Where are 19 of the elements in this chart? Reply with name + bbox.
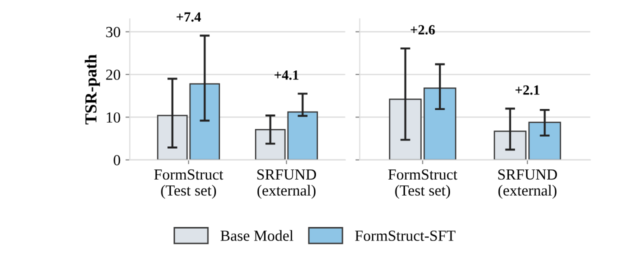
- x-tick-label: SRFUND (external): [257, 169, 316, 199]
- y-tick-label: 30: [106, 26, 120, 38]
- annotation: +7.4: [176, 12, 201, 22]
- bar: [424, 88, 456, 160]
- bar: [189, 83, 220, 160]
- bar: [287, 111, 318, 160]
- y-tick-label: 0: [114, 155, 120, 166]
- y-axis-title: TSR-path: [84, 54, 100, 124]
- legend-label: FormStruct-SFT: [355, 230, 456, 241]
- annotation: +2.6: [410, 25, 435, 35]
- bar: [528, 122, 562, 160]
- y-tick-label: 20: [106, 70, 120, 80]
- annotation: +2.1: [516, 85, 540, 95]
- legend-label: Base Model: [220, 230, 294, 241]
- x-tick-label: FormStruct (Test set): [388, 169, 458, 199]
- x-tick-label: FormStruct (Test set): [154, 169, 224, 199]
- y-tick-label: 10: [106, 112, 120, 123]
- x-tick-label: SRFUND (external): [498, 169, 557, 199]
- annotation: +4.1: [274, 70, 298, 80]
